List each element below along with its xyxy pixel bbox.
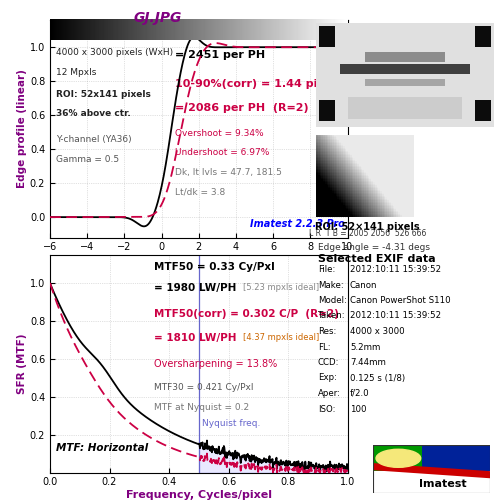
- X-axis label: Pixels (Horizontal): Pixels (Horizontal): [141, 255, 256, 265]
- Text: Lt/dk = 3.8: Lt/dk = 3.8: [175, 188, 225, 196]
- Text: Model:: Model:: [318, 296, 347, 305]
- Text: Res:: Res:: [318, 327, 336, 336]
- Text: Selected EXIF data: Selected EXIF data: [318, 254, 436, 264]
- Text: Y-channel (YA36): Y-channel (YA36): [56, 136, 132, 144]
- Text: 5.2mm: 5.2mm: [350, 342, 380, 351]
- Text: Undershoot = 6.97%: Undershoot = 6.97%: [175, 148, 270, 158]
- Text: 4000 x 3000 pixels (WxH): 4000 x 3000 pixels (WxH): [56, 48, 173, 58]
- Text: Edge profile: Horizontal: Edge profile: Horizontal: [56, 26, 187, 36]
- Text: f/2.0: f/2.0: [350, 389, 370, 398]
- Text: = 2451 per PH: = 2451 per PH: [175, 50, 265, 60]
- Text: Canon: Canon: [350, 280, 378, 289]
- Bar: [422, 445, 490, 471]
- Circle shape: [376, 450, 420, 468]
- Text: ISO:: ISO:: [318, 404, 336, 413]
- Text: ROI: 52×141 pixels: ROI: 52×141 pixels: [315, 222, 420, 232]
- Text: 100: 100: [350, 404, 366, 413]
- Text: 36% above ctr.: 36% above ctr.: [56, 109, 130, 118]
- Text: 11-Oct-2012 18:28:25: 11-Oct-2012 18:28:25: [252, 26, 344, 36]
- Y-axis label: Edge profile (linear): Edge profile (linear): [17, 70, 27, 188]
- Text: 10-90% rise = 1.22 pixels: 10-90% rise = 1.22 pixels: [175, 26, 334, 36]
- Text: = 1810 LW/PH: = 1810 LW/PH: [154, 334, 236, 344]
- Text: 10-90%(corr) = 1.44 pixels: 10-90%(corr) = 1.44 pixels: [175, 78, 342, 88]
- Text: MTF50 = 0.33 Cy/Pxl: MTF50 = 0.33 Cy/Pxl: [154, 262, 275, 272]
- Text: 0.125 s (1/8): 0.125 s (1/8): [350, 374, 405, 382]
- Text: 7.44mm: 7.44mm: [350, 358, 386, 367]
- Text: MTF: Horizontal: MTF: Horizontal: [56, 443, 148, 453]
- Text: [4.37 mpxls ideal]: [4.37 mpxls ideal]: [244, 334, 320, 342]
- Text: 12 Mpxls: 12 Mpxls: [56, 68, 96, 77]
- Text: Aper:: Aper:: [318, 389, 341, 398]
- Text: Overshoot = 9.34%: Overshoot = 9.34%: [175, 128, 264, 138]
- Y-axis label: SFR (MTF): SFR (MTF): [17, 334, 27, 394]
- Text: L R  T B = 2005 2056  526 666: L R T B = 2005 2056 526 666: [309, 229, 426, 238]
- Text: Exp:: Exp:: [318, 374, 337, 382]
- Text: Imatest: Imatest: [419, 479, 467, 489]
- Text: 2012:10:11 15:39:52: 2012:10:11 15:39:52: [350, 265, 441, 274]
- Text: FL:: FL:: [318, 342, 330, 351]
- Text: MTF at Nyquist = 0.2: MTF at Nyquist = 0.2: [154, 403, 249, 412]
- Text: = 1980 LW/PH: = 1980 LW/PH: [154, 284, 236, 294]
- Text: [5.23 mpxls ideal]: [5.23 mpxls ideal]: [244, 284, 320, 292]
- Text: Imatest 2.2.3 Pro: Imatest 2.2.3 Pro: [250, 219, 344, 229]
- X-axis label: Frequency, Cycles/pixel: Frequency, Cycles/pixel: [126, 490, 272, 500]
- Text: Nyquist freq.: Nyquist freq.: [202, 418, 260, 428]
- Text: Edge angle = -4.31 degs: Edge angle = -4.31 degs: [318, 242, 430, 252]
- Text: MTF30 = 0.421 Cy/Pxl: MTF30 = 0.421 Cy/Pxl: [154, 384, 254, 392]
- Text: MTF50(corr) = 0.302 C/P  (R=2): MTF50(corr) = 0.302 C/P (R=2): [154, 310, 339, 320]
- Text: File:: File:: [318, 265, 336, 274]
- Text: 4000 x 3000: 4000 x 3000: [350, 327, 405, 336]
- Text: Gamma = 0.5: Gamma = 0.5: [56, 155, 119, 164]
- Text: Dk, lt lvls = 47.7, 181.5: Dk, lt lvls = 47.7, 181.5: [175, 168, 282, 177]
- Text: GJ.JPG: GJ.JPG: [134, 11, 182, 25]
- Text: Canon PowerShot S110: Canon PowerShot S110: [350, 296, 450, 305]
- Text: Make:: Make:: [318, 280, 344, 289]
- Text: CCD:: CCD:: [318, 358, 340, 367]
- Text: = 2086 per PH  (R=2): = 2086 per PH (R=2): [175, 102, 308, 113]
- Text: Oversharpening = 13.8%: Oversharpening = 13.8%: [154, 360, 278, 370]
- Text: 2012:10:11 15:39:52: 2012:10:11 15:39:52: [350, 312, 441, 320]
- Polygon shape: [372, 463, 490, 478]
- Text: Taken:: Taken:: [318, 312, 345, 320]
- Bar: [372, 445, 422, 471]
- Text: ROI: 52x141 pixels: ROI: 52x141 pixels: [56, 90, 151, 98]
- Bar: [372, 471, 490, 492]
